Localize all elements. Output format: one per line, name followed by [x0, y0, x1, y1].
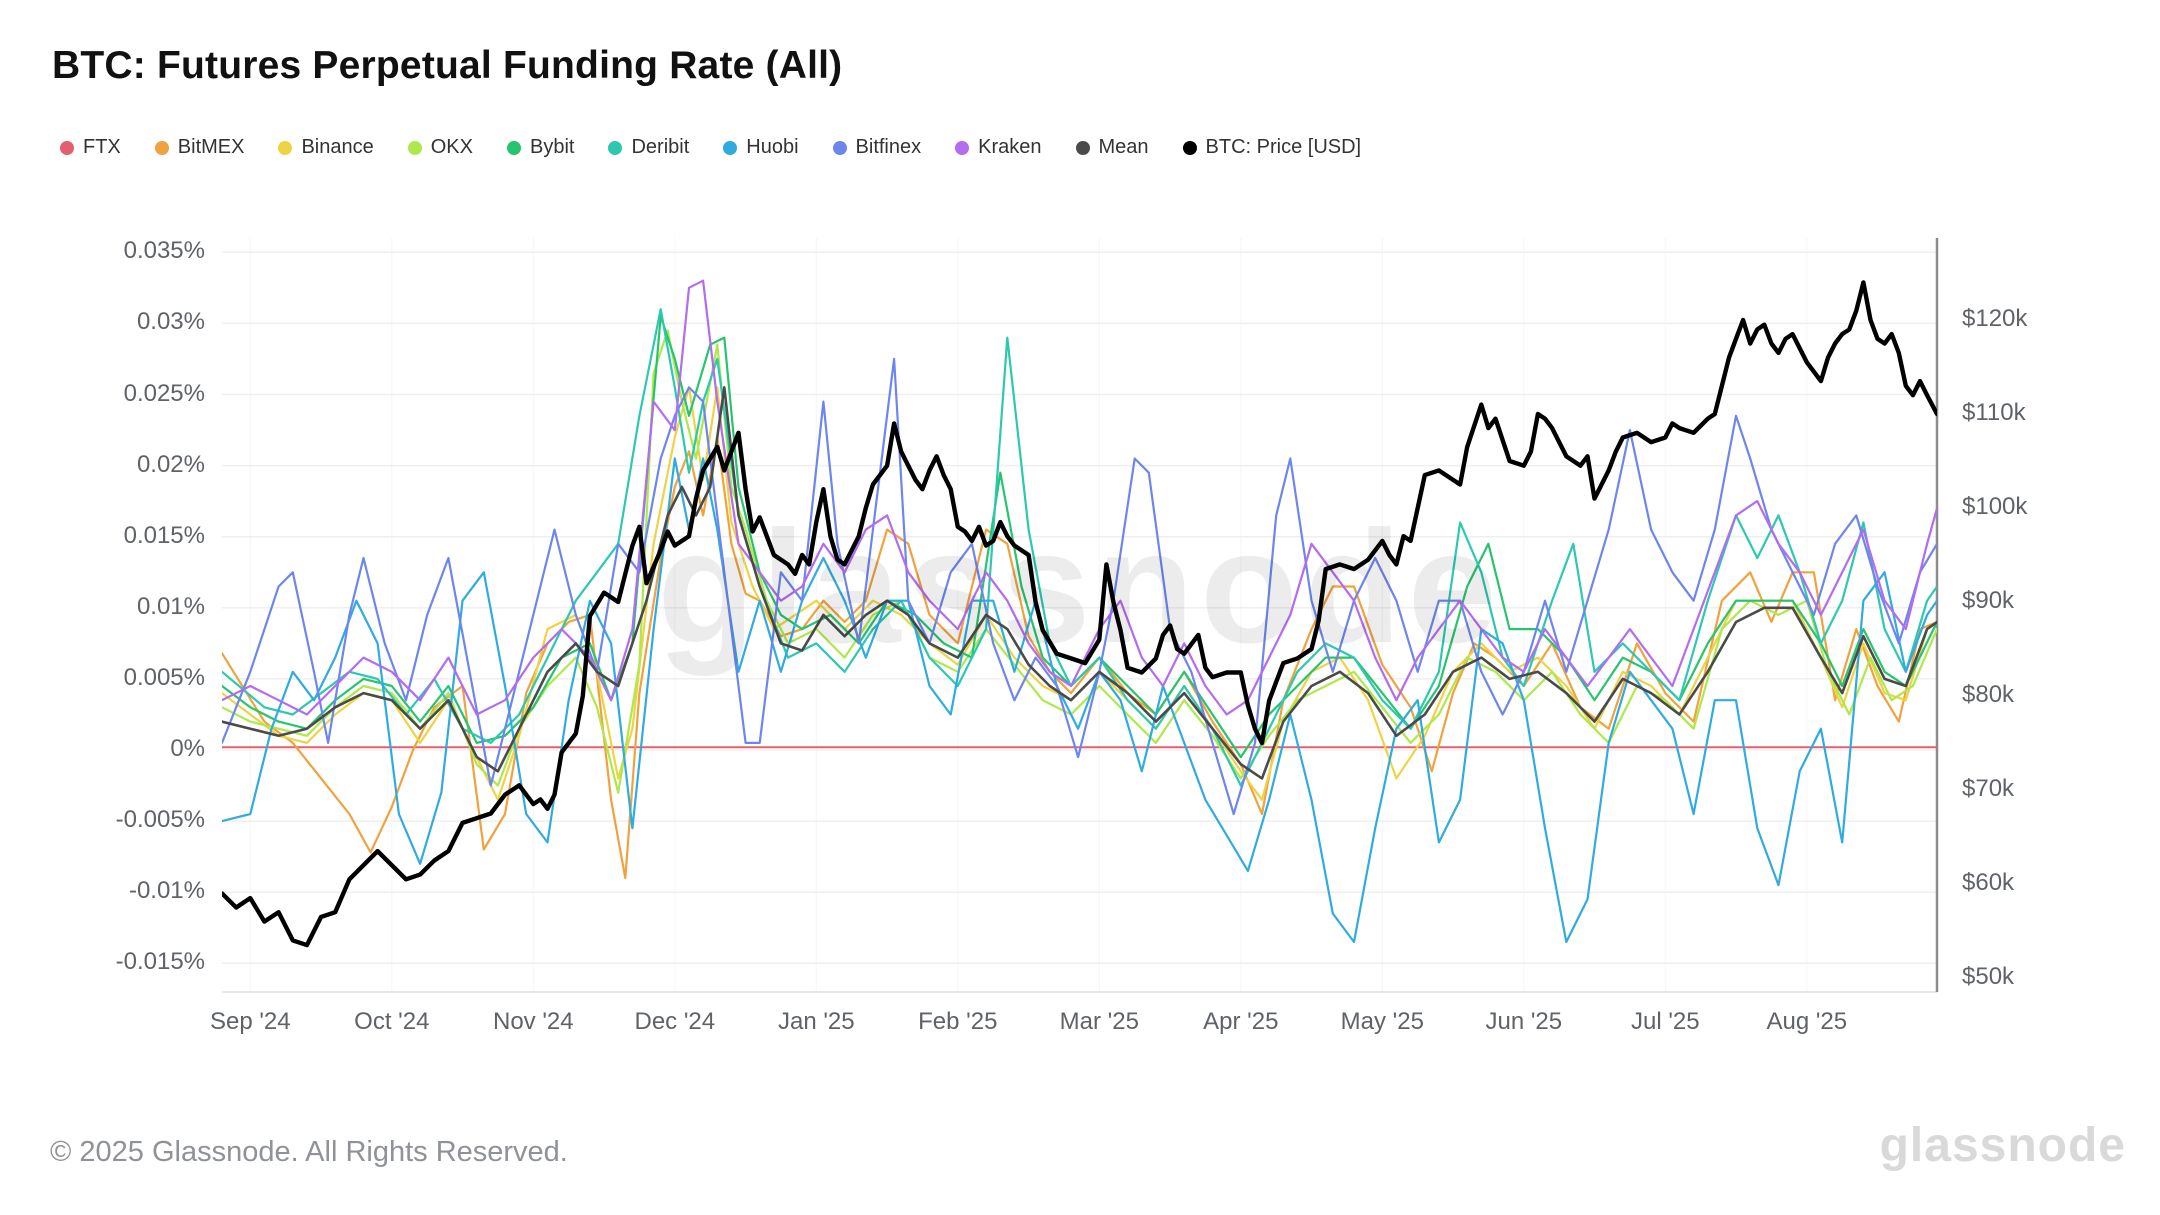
legend-dot-kraken	[955, 140, 970, 155]
footer-copyright: © 2025 Glassnode. All Rights Reserved.	[50, 1136, 568, 1168]
series-huobi	[222, 457, 1937, 944]
x-tick-Nov '24: Nov '24	[492, 1008, 574, 1035]
legend-label-kraken: Kraken	[978, 136, 1042, 158]
legend-label-bybit: Bybit	[530, 136, 575, 158]
legend-dot-bybit	[507, 140, 521, 155]
legend-dot-deribit	[608, 140, 623, 155]
series-bitmex	[222, 436, 1937, 880]
legend-dot-mean	[1075, 140, 1090, 155]
y-right-tick-$50k: $50k	[1962, 963, 2015, 990]
y-left-tick--0.01%: -0.01%	[128, 877, 205, 905]
legend-item-okx[interactable]: OKX	[407, 136, 473, 159]
legend-dot-bitmex	[154, 140, 169, 155]
y-left-tick-0.005%: 0.005%	[123, 663, 205, 691]
x-tick-Mar '25: Mar '25	[1059, 1008, 1139, 1035]
legend: FTX BitMEX Binance OKX Bybit Deribit Huobi Bitf…	[60, 136, 1361, 159]
legend-label-binance: Binance	[301, 136, 374, 158]
legend-item-binance[interactable]: Binance	[278, 136, 374, 159]
y-left-tick--0.015%: -0.015%	[115, 948, 205, 976]
y-left-tick-0.015%: 0.015%	[123, 521, 205, 549]
legend-dot-ftx	[60, 140, 74, 155]
x-tick-Sep '24: Sep '24	[209, 1008, 291, 1035]
legend-item-huobi[interactable]: Huobi	[723, 136, 799, 159]
legend-label-okx: OKX	[430, 136, 473, 158]
x-tick-Dec '24: Dec '24	[634, 1008, 716, 1035]
page-title: BTC: Futures Perpetual Funding Rate (All…	[52, 44, 843, 87]
legend-label-huobi: Huobi	[746, 136, 799, 158]
y-right-tick-$80k: $80k	[1962, 681, 2015, 708]
legend-label-mean: Mean	[1098, 136, 1149, 158]
y-right-tick-$70k: $70k	[1962, 775, 2015, 802]
legend-item-bybit[interactable]: Bybit	[507, 136, 574, 159]
x-tick-Feb '25: Feb '25	[918, 1008, 998, 1035]
y-left-tick-0.035%: 0.035%	[123, 237, 205, 265]
y-right-tick-$110k: $110k	[1962, 399, 2026, 426]
y-left-tick-0.01%: 0.01%	[136, 592, 205, 620]
x-tick-Jun '25: Jun '25	[1485, 1008, 1563, 1035]
legend-dot-btc-price	[1182, 140, 1197, 155]
legend-label-ftx: FTX	[83, 136, 121, 158]
legend-dot-binance	[278, 140, 293, 155]
y-left-tick-0.02%: 0.02%	[136, 450, 205, 478]
x-tick-May '25: May '25	[1340, 1008, 1424, 1035]
x-tick-Jan '25: Jan '25	[777, 1008, 855, 1035]
glassnode-logo: glassnode	[1879, 1119, 2126, 1172]
x-tick-Jul '25: Jul '25	[1630, 1008, 1700, 1035]
legend-label-bitfinex: Bitfinex	[855, 136, 922, 158]
legend-label-bitmex: BitMEX	[177, 136, 245, 158]
y-right-tick-$60k: $60k	[1962, 869, 2015, 896]
x-tick-Oct '24: Oct '24	[354, 1008, 430, 1035]
series-mean	[222, 386, 1937, 780]
legend-item-ftx[interactable]: FTX	[60, 136, 121, 159]
x-tick-Aug '25: Aug '25	[1766, 1008, 1848, 1035]
y-left-tick-0%: 0%	[170, 735, 205, 762]
legend-dot-okx	[407, 140, 422, 155]
legend-item-bitmex[interactable]: BitMEX	[154, 136, 245, 159]
legend-label-deribit: Deribit	[631, 136, 690, 158]
legend-item-mean[interactable]: Mean	[1075, 136, 1149, 159]
series-kraken	[222, 279, 1937, 716]
y-right-tick-$100k: $100k	[1962, 493, 2028, 520]
series-btc-price	[222, 280, 1937, 948]
y-right-tick-$120k: $120k	[1962, 305, 2028, 332]
y-left-tick--0.005%: -0.005%	[115, 806, 205, 834]
x-tick-Apr '25: Apr '25	[1203, 1008, 1279, 1035]
legend-dot-huobi	[723, 140, 738, 155]
y-left-tick-0.025%: 0.025%	[123, 379, 205, 407]
legend-label-btc-price: BTC: Price [USD]	[1205, 136, 1362, 158]
y-right-tick-$90k: $90k	[1962, 587, 2015, 614]
legend-item-bitfinex[interactable]: Bitfinex	[832, 136, 922, 159]
legend-item-deribit[interactable]: Deribit	[608, 136, 689, 159]
legend-item-btc-price[interactable]: BTC: Price [USD]	[1182, 136, 1362, 159]
legend-item-kraken[interactable]: Kraken	[955, 136, 1042, 159]
legend-dot-bitfinex	[832, 140, 847, 155]
y-left-tick-0.03%: 0.03%	[136, 308, 205, 336]
